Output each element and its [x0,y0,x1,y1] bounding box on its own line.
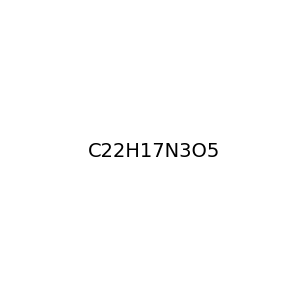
Text: C22H17N3O5: C22H17N3O5 [88,142,220,161]
